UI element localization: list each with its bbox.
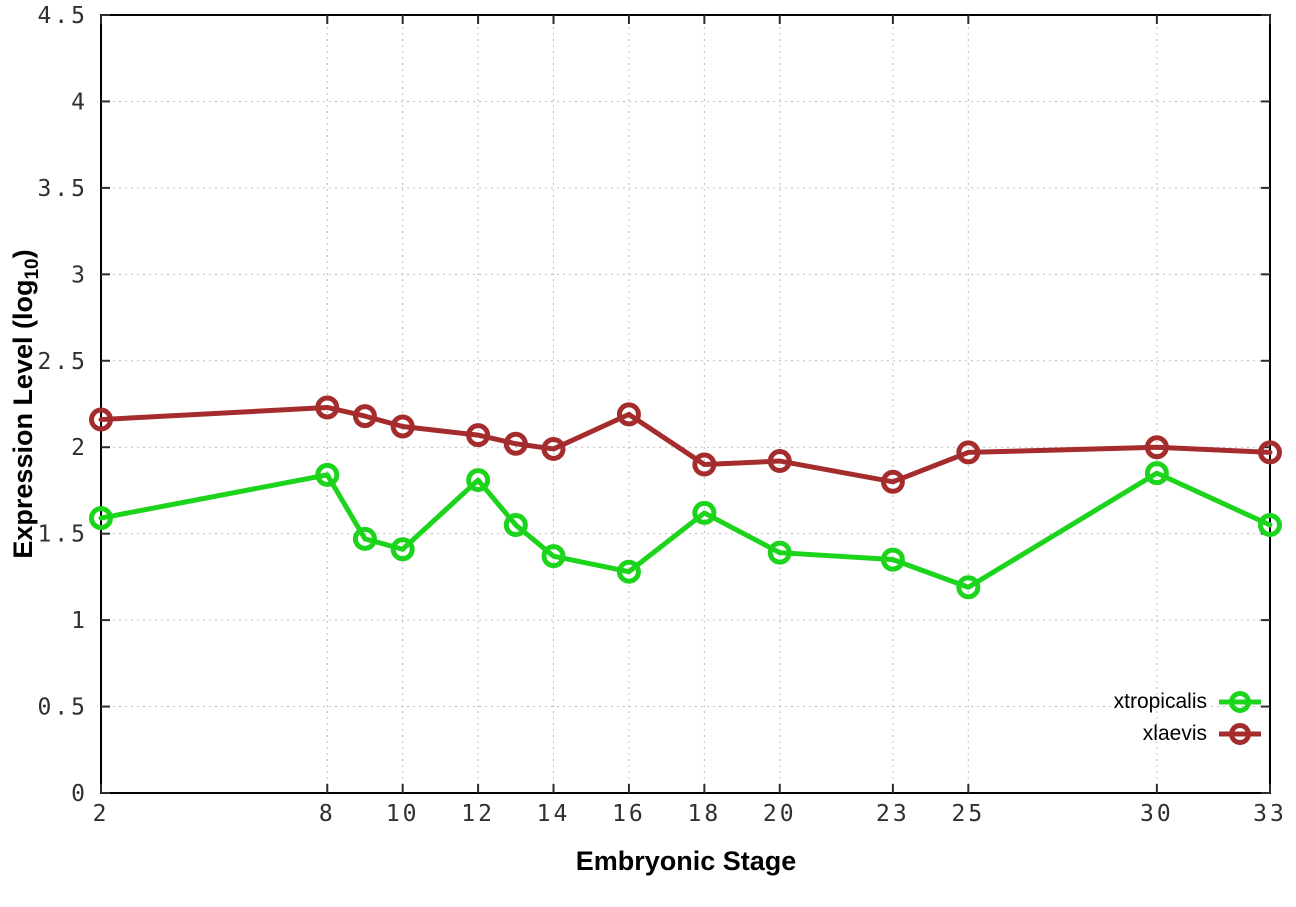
point-xlaevis-12 (466, 423, 491, 448)
y-tick-label-4.5: 4.5 (37, 3, 88, 29)
y-tick-label-0: 0 (71, 781, 88, 807)
point-xtropicalis-10 (390, 537, 415, 562)
legend-sample-marker-xtropicalis (1219, 690, 1261, 713)
x-tick-label-18: 18 (688, 801, 722, 827)
point-xtropicalis-16 (616, 559, 641, 584)
point-xlaevis-18 (692, 452, 717, 477)
point-xtropicalis-12 (466, 468, 491, 493)
legend-sample-marker-xlaevis (1219, 722, 1261, 745)
x-tick-label-8: 8 (319, 801, 336, 827)
x-tick-label-25: 25 (951, 801, 985, 827)
y-tick-label-1.5: 1.5 (37, 522, 88, 548)
point-xtropicalis-30 (1144, 461, 1169, 486)
point-xtropicalis-18 (692, 500, 717, 525)
y-axis-title-suffix: ) (7, 249, 38, 259)
legend-label-xtropicalis: xtropicalis (1113, 689, 1207, 713)
x-tick-label-10: 10 (386, 801, 420, 827)
point-xlaevis-25 (956, 440, 981, 465)
series-line-xlaevis (98, 404, 1273, 485)
point-xtropicalis-2 (89, 506, 113, 531)
point-xtropicalis-9 (352, 526, 377, 551)
point-xtropicalis-8 (315, 462, 340, 487)
point-xlaevis-16 (616, 402, 641, 427)
point-xtropicalis-20 (767, 540, 792, 565)
y-tick-label-2.5: 2.5 (37, 349, 88, 375)
point-xlaevis-13 (503, 431, 528, 456)
y-tick-label-3.5: 3.5 (37, 176, 88, 202)
point-xtropicalis-14 (541, 544, 566, 569)
x-tick-label-20: 20 (763, 801, 797, 827)
x-tick-label-16: 16 (612, 801, 646, 827)
point-xlaevis-2 (89, 407, 113, 432)
point-xlaevis-20 (767, 449, 792, 474)
point-xlaevis-33 (1258, 440, 1282, 465)
y-axis-title-subscript: 10 (22, 258, 44, 280)
x-tick-label-33: 33 (1253, 801, 1287, 827)
point-xlaevis-23 (880, 469, 905, 494)
x-tick-label-23: 23 (876, 801, 910, 827)
point-xtropicalis-23 (880, 547, 905, 572)
point-xlaevis-8 (315, 395, 340, 420)
y-tick-label-4: 4 (71, 89, 88, 115)
y-tick-label-3: 3 (71, 262, 88, 288)
point-xlaevis-9 (352, 404, 377, 429)
y-tick-label-2: 2 (71, 435, 88, 461)
point-xlaevis-30 (1144, 435, 1169, 460)
point-xtropicalis-13 (503, 513, 528, 538)
legend-item-xlaevis: xlaevis (1114, 718, 1263, 749)
y-axis-title: Expression Level (log10) (8, 249, 44, 558)
x-tick-label-30: 30 (1140, 801, 1174, 827)
x-tick-label-2: 2 (93, 801, 110, 827)
legend-item-xtropicalis: xtropicalis (1114, 686, 1263, 717)
x-axis-title: Embryonic Stage (575, 846, 797, 876)
y-tick-label-0.5: 0.5 (37, 695, 88, 721)
point-xlaevis-14 (541, 436, 566, 461)
series-line-xtropicalis (98, 470, 1273, 590)
point-xtropicalis-33 (1258, 513, 1282, 538)
legend: xtropicalis xlaevis (1114, 686, 1263, 749)
plot-border (100, 14, 1271, 794)
y-tick-label-1: 1 (71, 608, 88, 634)
legend-label-xlaevis: xlaevis (1142, 721, 1207, 745)
y-axis-title-text: Expression Level (log (7, 279, 38, 559)
x-tick-label-14: 14 (537, 801, 571, 827)
point-xlaevis-10 (390, 414, 415, 439)
x-tick-label-12: 12 (461, 801, 495, 827)
point-xtropicalis-25 (956, 575, 981, 600)
